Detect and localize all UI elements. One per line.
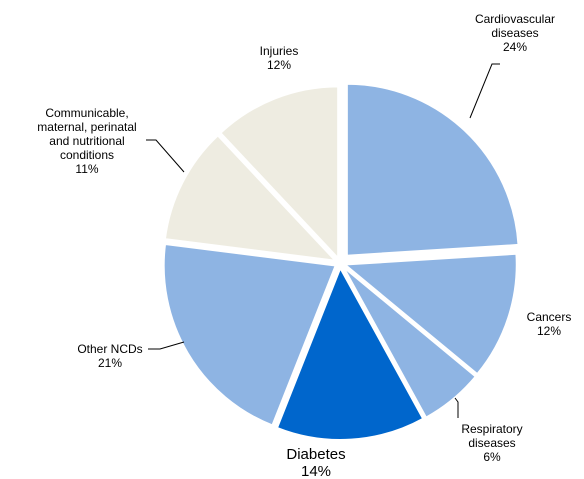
pie-slice — [162, 242, 338, 427]
value-label: 6% — [483, 450, 501, 464]
value-label: 12% — [266, 58, 292, 72]
slice-label: Cardiovascular diseases 24% — [465, 12, 565, 54]
pie-slice — [342, 266, 478, 419]
pie-slice — [219, 85, 340, 261]
value-label: 14% — [300, 463, 332, 479]
leader-line — [146, 139, 185, 173]
slice-label: Respiratory diseases 6% — [447, 422, 537, 464]
value-label: 24% — [502, 40, 528, 54]
category-label: Respiratory diseases — [461, 422, 523, 450]
category-label: Communicable, maternal, perinatal and nu… — [37, 106, 137, 162]
pie-slice — [342, 252, 518, 376]
slice-label: Other NCDs 21% — [65, 342, 155, 370]
value-label: 12% — [536, 324, 562, 338]
category-label: Injuries — [259, 44, 299, 58]
slice-label: Cancers 12% — [514, 310, 584, 338]
slice-label: Diabetes 14% — [271, 446, 361, 479]
category-label: Other NCDs — [77, 342, 143, 356]
pie-slice — [163, 133, 339, 263]
category-label: Cardiovascular diseases — [474, 12, 556, 40]
pie-slice — [275, 265, 425, 441]
value-label: 21% — [97, 356, 123, 370]
pie-slice — [345, 82, 520, 257]
category-label: Diabetes — [286, 446, 346, 463]
leader-line — [148, 341, 185, 350]
value-label: 11% — [75, 162, 99, 176]
leader-line — [454, 397, 459, 418]
leader-line — [469, 63, 500, 119]
category-label: Cancers — [526, 310, 572, 324]
slice-label: Injuries 12% — [239, 44, 319, 72]
slice-label: Communicable, maternal, perinatal and nu… — [27, 106, 147, 176]
